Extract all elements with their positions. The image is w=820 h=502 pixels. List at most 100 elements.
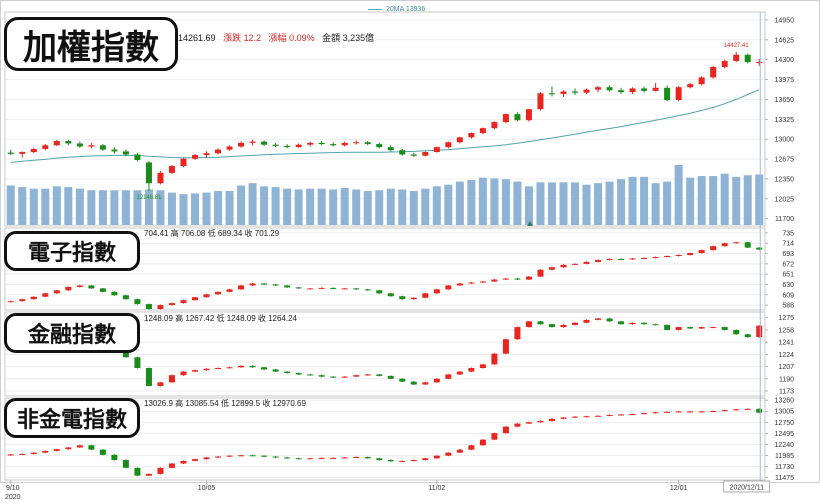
candle-body-0-49 [572,91,578,93]
candle-body-3-49 [572,416,578,418]
volume-bar-55 [640,176,649,225]
candle-body-3-7 [88,445,95,450]
y-tick-label-0-13975: 13975 [775,77,795,84]
ma-legend-label: 20MA 13936 [386,6,426,13]
candle-body-1-11 [134,299,141,305]
candle-body-0-21 [249,141,256,143]
candle-body-0-19 [226,146,233,150]
candle-body-3-40 [468,445,475,450]
title-electronics: 電子指數 [4,231,140,271]
candle-body-0-17 [203,153,210,156]
candle-body-2-49 [572,322,578,325]
price-annotation-0: 14427.41 [724,43,750,49]
candle-body-2-52 [606,318,613,322]
title-taiex: 加權指數 [4,17,178,71]
candle-body-2-30 [353,375,360,377]
candle-body-0-14 [168,166,175,173]
candle-body-0-65 [756,62,763,64]
volume-bar-46 [536,182,545,225]
candle-body-3-31 [364,457,371,459]
y-tick-label-0-12675: 12675 [775,157,795,164]
candle-body-3-55 [641,413,648,415]
candle-body-0-45 [525,109,532,121]
candle-body-1-33 [387,293,394,297]
candle-body-1-22 [261,283,268,285]
candle-body-1-20 [238,285,245,290]
candle-body-2-32 [376,374,383,376]
candle-body-1-65 [756,247,763,250]
candle-body-1-28 [330,287,337,289]
candle-body-2-44 [514,327,521,340]
candle-body-3-13 [157,467,164,474]
y-tick-label-0-12025: 12025 [775,196,795,203]
candle-body-0-38 [445,142,452,148]
candle-body-1-38 [445,285,452,290]
candle-body-2-46 [537,321,544,325]
y-tick-label-3-12240: 12240 [775,442,795,449]
candle-body-2-12 [145,368,152,386]
candle-body-3-42 [491,433,498,440]
candle-body-2-55 [641,322,648,325]
volume-bar-61 [709,176,718,225]
candle-body-3-32 [376,458,383,461]
candle-body-1-31 [364,289,371,291]
taiex-change: 漲跌 12.2 [223,33,262,43]
candle-body-0-64 [744,54,751,63]
taiex-header: 14261.69 漲跌 12.2 漲幅 0.09% 金額 3,235億 [178,31,374,44]
candle-body-3-15 [180,460,187,464]
candle-body-0-3 [42,145,49,149]
candle-body-0-37 [433,147,440,153]
candle-body-2-25 [295,373,302,375]
volume-bar-7 [87,190,96,225]
candle-body-3-47 [548,418,555,421]
candle-body-3-9 [111,454,118,461]
volume-bar-60 [697,176,706,225]
candle-body-1-5 [65,286,72,291]
volume-bar-3 [41,188,50,225]
candle-body-2-64 [744,334,751,338]
y-tick-label-1-651: 651 [782,272,794,279]
y-tick-label-2-1207: 1207 [778,364,794,371]
candle-body-2-53 [618,321,625,325]
candle-body-1-30 [353,288,360,290]
volume-bar-27 [317,188,326,225]
candle-body-0-59 [687,84,694,88]
y-tick-label-1-714: 714 [782,241,794,248]
volume-bar-49 [571,182,579,225]
candle-body-3-12 [145,473,152,476]
volume-bar-26 [306,188,315,225]
y-tick-label-2-1173: 1173 [779,388,794,395]
candle-body-1-47 [548,267,555,270]
candle-body-0-36 [422,152,429,156]
candle-body-2-36 [422,382,429,385]
volume-bar-38 [444,184,453,225]
volume-bar-11 [133,190,142,225]
candle-body-3-21 [249,455,256,457]
candle-body-1-61 [710,246,717,251]
candle-body-1-29 [341,288,348,290]
candle-body-2-39 [456,371,463,375]
candle-body-3-45 [525,422,532,424]
candle-body-0-9 [111,149,118,152]
candle-body-0-62 [721,60,728,68]
candle-body-3-29 [341,457,348,459]
candle-body-1-36 [422,293,429,298]
candle-body-1-57 [664,255,671,257]
candle-body-0-53 [618,90,625,93]
candle-body-1-9 [111,291,118,296]
volume-bar-42 [490,178,499,225]
volume-bar-2 [29,188,38,225]
volume-bar-36 [421,188,430,225]
candle-body-1-42 [491,279,498,282]
candle-body-0-40 [468,133,475,138]
candle-body-3-44 [514,423,521,427]
candle-body-2-61 [710,327,717,329]
candle-body-1-7 [88,285,95,289]
candle-body-0-7 [88,145,95,147]
volume-bar-30 [352,189,361,225]
y-tick-label-0-13650: 13650 [775,97,795,104]
volume-bar-21 [248,183,257,225]
y-tick-label-1-735: 735 [782,230,794,237]
candle-body-2-31 [364,374,371,376]
candle-body-3-61 [710,411,717,413]
